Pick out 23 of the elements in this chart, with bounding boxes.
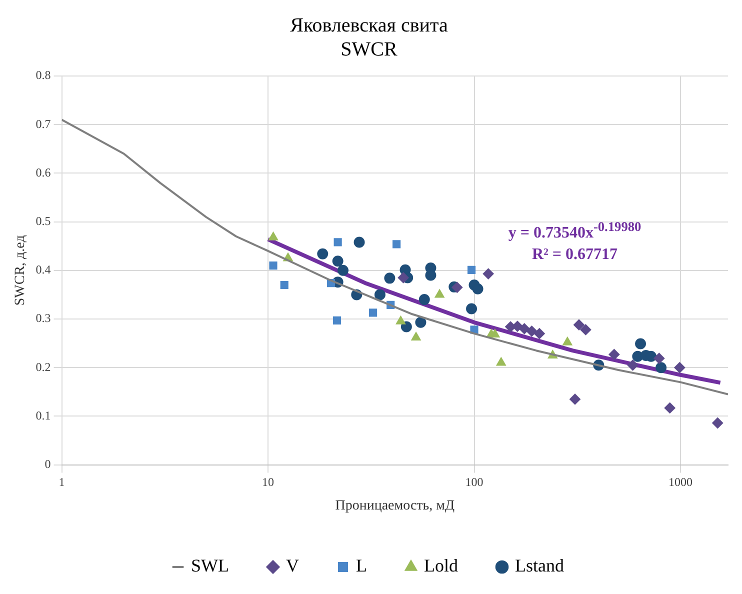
y-axis-title: SWCR, д.ед: [13, 235, 28, 306]
chart-title: Яковлевская свита: [290, 14, 448, 36]
chart-subtitle: SWCR: [340, 38, 398, 60]
y-tick-label: 0: [44, 456, 51, 471]
x-tick-label: 100: [465, 475, 484, 490]
legend-label: V: [286, 556, 300, 576]
x-tick-label: 10: [262, 475, 274, 490]
y-tick-label: 0.1: [36, 408, 51, 422]
legend-label: L: [356, 556, 368, 576]
y-tick-label: 0.6: [36, 165, 51, 180]
y-tick-label: 0.7: [36, 116, 51, 131]
y-tick-label: 0.2: [36, 360, 51, 374]
x-tick-label: 1: [58, 475, 65, 490]
legend-label: Lold: [424, 556, 458, 576]
legend-label: Lstand: [515, 556, 564, 576]
x-tick-label: 1000: [668, 475, 692, 490]
y-tick-label: 0.5: [36, 214, 51, 228]
legend-label: SWL: [191, 556, 230, 576]
annotation: y = 0.73540x$^{-0.19980}$ R² = 0.67717: [508, 218, 642, 266]
x-axis-title: Проницаемость, мД: [335, 498, 456, 514]
y-tick-label: 0.8: [36, 68, 51, 82]
y-tick-label: 0.4: [36, 262, 51, 277]
y-tick-label: 0.3: [36, 311, 51, 326]
